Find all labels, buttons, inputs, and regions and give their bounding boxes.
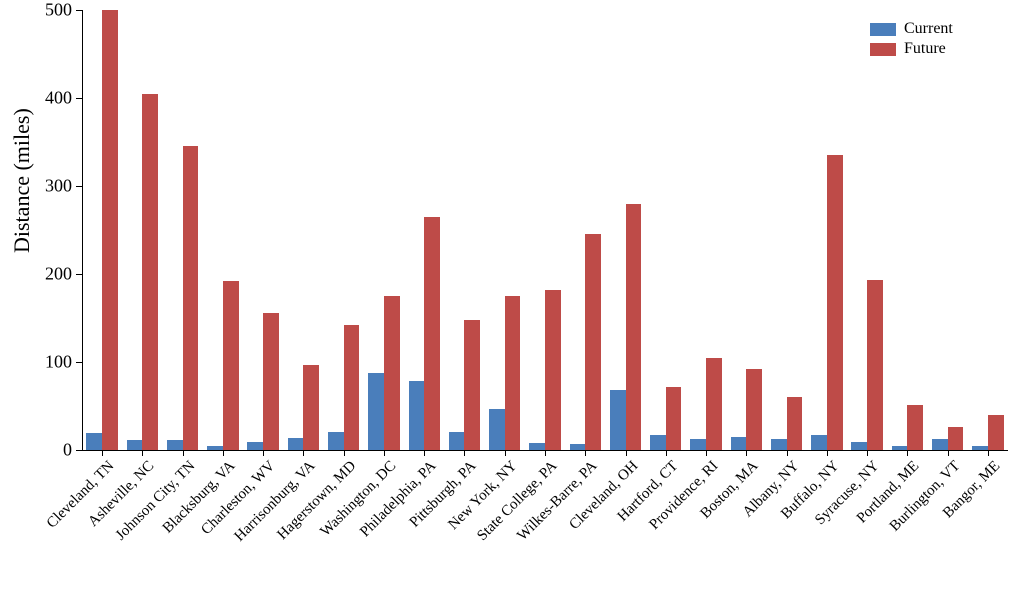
bar-future [706,358,722,450]
bar-current [771,439,787,450]
bar-current [851,442,867,450]
x-tick-mark [787,450,788,456]
bars-container [82,10,1008,450]
bar-future [948,427,964,450]
x-tick-mark [626,450,627,456]
bar-future [505,296,521,450]
bar-future [787,397,803,450]
bar-future [666,387,682,450]
x-tick-mark [344,450,345,456]
bar-current [247,442,263,450]
bar-current [811,435,827,450]
x-tick-mark [223,450,224,456]
bar-future [303,365,319,450]
bar-future [464,320,480,450]
bar-current [650,435,666,450]
bar-current [489,409,505,450]
bar-future [384,296,400,450]
bar-future [626,204,642,450]
x-tick-mark [746,450,747,456]
x-tick-mark [464,450,465,456]
x-tick-mark [384,450,385,456]
bar-future [344,325,360,450]
bar-future [545,290,561,450]
x-tick-mark [827,450,828,456]
x-tick-mark [948,450,949,456]
bar-current [731,437,747,450]
bar-current [690,439,706,450]
bar-future [424,217,440,450]
bar-future [263,313,279,450]
legend-item-current: Current [870,20,953,38]
bar-current [127,440,143,450]
legend-item-future: Future [870,40,953,58]
bar-current [328,432,344,450]
legend-swatch-current [870,23,896,36]
y-tick-label: 500 [0,0,72,21]
bar-current [86,433,102,450]
x-tick-mark [585,450,586,456]
x-tick-mark [263,450,264,456]
x-tick-mark [907,450,908,456]
y-tick-label: 100 [0,352,72,373]
y-tick-label: 200 [0,264,72,285]
bar-future [585,234,601,450]
x-tick-mark [303,450,304,456]
bar-future [827,155,843,450]
y-tick-label: 400 [0,88,72,109]
x-tick-mark [505,450,506,456]
x-tick-mark [424,450,425,456]
legend-label-current: Current [904,20,953,38]
x-tick-mark [988,450,989,456]
y-tick-label: 300 [0,176,72,197]
y-axis-title: Distance (miles) [9,209,35,253]
bar-current [368,373,384,450]
legend-label-future: Future [904,40,946,58]
bar-future [102,10,118,450]
bar-current [449,432,465,450]
bar-current [207,446,223,450]
bar-future [988,415,1004,450]
bar-future [223,281,239,450]
legend-swatch-future [870,43,896,56]
bar-future [867,280,883,450]
bar-future [746,369,762,450]
bar-current [570,444,586,450]
bar-current [409,381,425,450]
bar-current [972,446,988,450]
bar-current [288,438,304,450]
y-tick-mark [76,450,82,451]
x-tick-mark [183,450,184,456]
legend: Current Future [870,20,953,60]
y-tick-label: 0 [0,440,72,461]
bar-current [932,439,948,450]
x-tick-mark [706,450,707,456]
bar-current [610,390,626,450]
bar-current [892,446,908,450]
bar-current [167,440,183,450]
x-tick-mark [867,450,868,456]
bar-future [183,146,199,450]
x-tick-mark [666,450,667,456]
x-tick-mark [545,450,546,456]
x-tick-mark [142,450,143,456]
bar-current [529,443,545,450]
bar-future [142,94,158,450]
distance-bar-chart: Distance (miles) 0100200300400500 Clevel… [0,0,1024,593]
bar-future [907,405,923,450]
x-tick-mark [102,450,103,456]
